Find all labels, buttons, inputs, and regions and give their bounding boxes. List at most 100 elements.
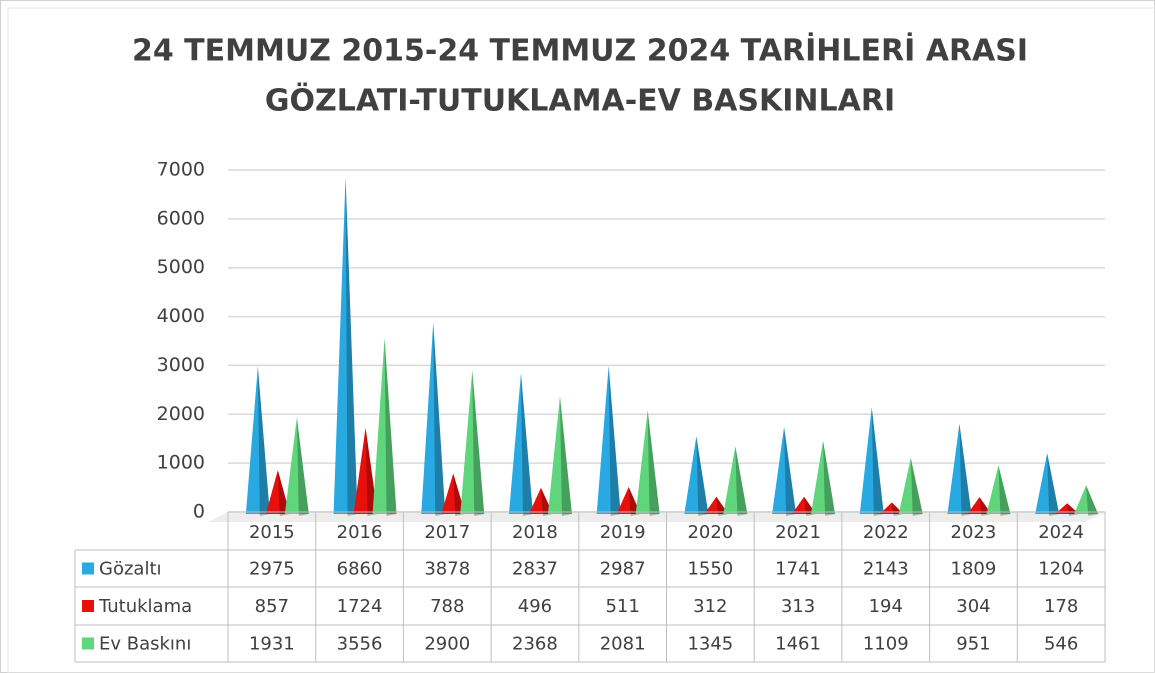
cone-shade bbox=[871, 407, 884, 516]
cone bbox=[704, 496, 729, 514]
x-tick-label: 2016 bbox=[337, 522, 383, 543]
cone-shade bbox=[257, 366, 270, 516]
x-tick-label: 2018 bbox=[512, 522, 558, 543]
table-value: 2081 bbox=[600, 634, 646, 655]
cone bbox=[265, 470, 290, 514]
table-value: 178 bbox=[1044, 596, 1078, 617]
cone-shade bbox=[998, 465, 1011, 516]
cone bbox=[898, 457, 923, 514]
cone bbox=[528, 487, 553, 514]
table-value: 2987 bbox=[600, 559, 646, 580]
legend-swatch bbox=[82, 562, 94, 575]
floor bbox=[208, 512, 1105, 522]
cone-shade bbox=[735, 446, 748, 516]
cone bbox=[859, 407, 884, 514]
table-value: 2143 bbox=[863, 559, 909, 580]
cone-shade bbox=[472, 370, 485, 516]
table-value: 951 bbox=[956, 634, 990, 655]
table-value: 2368 bbox=[512, 634, 558, 655]
y-tick-label: 5000 bbox=[157, 256, 205, 278]
cone bbox=[772, 426, 797, 514]
cone-shade bbox=[608, 366, 621, 516]
legend-label: Gözaltı bbox=[99, 559, 162, 580]
table-value: 6860 bbox=[337, 559, 383, 580]
cone-shade bbox=[1047, 453, 1060, 516]
legend-label: Tutuklama bbox=[98, 596, 192, 617]
cone bbox=[947, 423, 972, 514]
x-tick-label: 2015 bbox=[249, 522, 295, 543]
cone-shade bbox=[559, 396, 572, 516]
y-tick-label: 4000 bbox=[157, 305, 205, 327]
cone-shade bbox=[345, 176, 358, 516]
chart-title: GÖZLATI-TUTUKLAMA-EV BASKINLARI bbox=[265, 82, 895, 119]
cone-shade bbox=[959, 423, 972, 516]
cone bbox=[596, 366, 621, 514]
cone bbox=[372, 338, 397, 514]
inner-frame bbox=[7, 7, 1155, 673]
table-value: 511 bbox=[605, 596, 639, 617]
y-tick-label: 1000 bbox=[157, 452, 205, 474]
cone-shade bbox=[784, 426, 797, 516]
cone bbox=[284, 417, 309, 514]
cone bbox=[792, 496, 817, 514]
cone-shade bbox=[433, 322, 446, 516]
cone bbox=[333, 176, 358, 514]
table-value: 1809 bbox=[951, 559, 997, 580]
cone-shade bbox=[910, 457, 923, 516]
table-value: 496 bbox=[518, 596, 552, 617]
chart-title: 24 TEMMUZ 2015-24 TEMMUZ 2024 TARİHLERİ … bbox=[132, 33, 1028, 69]
table-value: 194 bbox=[869, 596, 903, 617]
x-tick-label: 2019 bbox=[600, 522, 646, 543]
cone bbox=[245, 366, 270, 514]
cone bbox=[421, 322, 446, 514]
table-value: 3556 bbox=[337, 634, 383, 655]
y-tick-label: 0 bbox=[193, 501, 205, 523]
x-tick-label: 2017 bbox=[424, 522, 470, 543]
table-value: 313 bbox=[781, 596, 815, 617]
cone-shade bbox=[296, 417, 309, 516]
cone bbox=[967, 497, 992, 514]
cone bbox=[1074, 485, 1099, 514]
legend-label: Ev Baskını bbox=[99, 634, 191, 655]
cone bbox=[684, 436, 709, 514]
table-value: 2900 bbox=[424, 634, 470, 655]
cone bbox=[547, 396, 572, 514]
cone bbox=[635, 410, 660, 514]
x-tick-label: 2021 bbox=[775, 522, 821, 543]
x-tick-label: 2020 bbox=[687, 522, 733, 543]
table-value: 1461 bbox=[775, 634, 821, 655]
table-value: 788 bbox=[430, 596, 464, 617]
cone bbox=[986, 465, 1011, 514]
cone bbox=[879, 502, 904, 514]
cone bbox=[508, 373, 533, 514]
y-tick-label: 7000 bbox=[157, 159, 205, 181]
table-value: 1741 bbox=[775, 559, 821, 580]
x-tick-label: 2022 bbox=[863, 522, 909, 543]
cone bbox=[1055, 503, 1080, 514]
table-value: 304 bbox=[956, 596, 990, 617]
y-tick-label: 6000 bbox=[157, 207, 205, 229]
table-value: 312 bbox=[693, 596, 727, 617]
legend-swatch bbox=[82, 637, 94, 650]
legend-swatch bbox=[82, 600, 94, 612]
x-tick-label: 2024 bbox=[1038, 522, 1084, 543]
cone bbox=[811, 440, 836, 514]
table-value: 2837 bbox=[512, 559, 558, 580]
table-value: 1204 bbox=[1038, 559, 1084, 580]
cone bbox=[460, 370, 485, 514]
table-value: 1931 bbox=[249, 634, 295, 655]
y-tick-label: 3000 bbox=[157, 354, 205, 376]
cone bbox=[353, 427, 378, 514]
cone bbox=[616, 487, 641, 514]
cone-shade bbox=[384, 338, 397, 516]
cone bbox=[441, 473, 466, 514]
table-value: 857 bbox=[255, 596, 289, 617]
table-value: 3878 bbox=[424, 559, 470, 580]
y-tick-label: 2000 bbox=[157, 403, 205, 425]
table-value: 1724 bbox=[337, 596, 383, 617]
cone-shade bbox=[520, 373, 533, 516]
cone-shade bbox=[696, 436, 709, 516]
table-value: 1345 bbox=[687, 634, 733, 655]
